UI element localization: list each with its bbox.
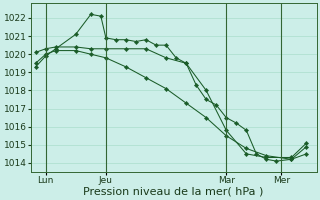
X-axis label: Pression niveau de la mer( hPa ): Pression niveau de la mer( hPa ): [84, 187, 264, 197]
